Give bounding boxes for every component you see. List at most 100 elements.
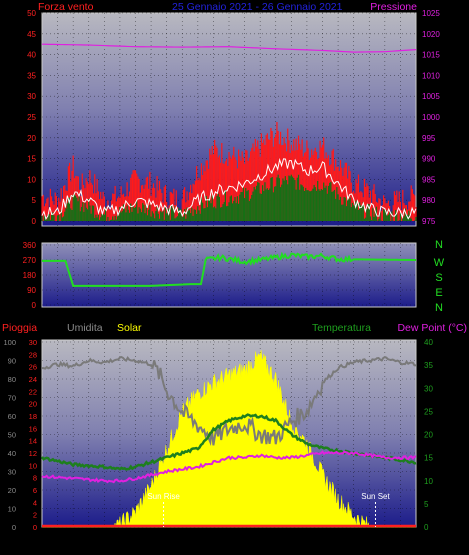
humidity-y-tick-100: 100 xyxy=(3,338,16,347)
weather-x-tick-16: 16 xyxy=(286,538,296,548)
wind-y-tick-30: 30 xyxy=(27,92,36,101)
direction-grid xyxy=(42,243,416,307)
rain-y-tick-2: 2 xyxy=(33,511,37,520)
wind-y-tick-45: 45 xyxy=(27,30,36,39)
pressure-y-tick-1010: 1010 xyxy=(422,71,440,80)
temperature-line xyxy=(40,413,417,471)
rain-y-tick-24: 24 xyxy=(29,375,37,384)
wind-x-tick-20: 20 xyxy=(349,231,359,241)
humidity-y-tick-0: 0 xyxy=(12,523,16,532)
chart-title: 25 Gennaio 2021 - 26 Gennaio 2021 xyxy=(172,1,343,13)
rain-y-tick-16: 16 xyxy=(29,424,37,433)
rain-y-tick-6: 6 xyxy=(33,486,37,495)
wind-y-tick-40: 40 xyxy=(27,51,36,60)
rain-y-tick-10: 10 xyxy=(29,461,37,470)
pressure-line xyxy=(41,43,417,53)
humidity-y-tick-80: 80 xyxy=(8,375,16,384)
humidity-y-tick-20: 20 xyxy=(8,486,16,495)
pressure-y-tick-1000: 1000 xyxy=(422,113,440,122)
rain-y-tick-22: 22 xyxy=(29,387,37,396)
temperature-y-tick-40: 40 xyxy=(424,338,433,347)
dir-label-w: W xyxy=(434,257,445,269)
pressure-y-tick-1015: 1015 xyxy=(422,51,440,60)
direction-ticks: 0 90 180 270 360 xyxy=(23,241,37,310)
direction-series xyxy=(42,251,417,287)
humidity-y-tick-70: 70 xyxy=(8,394,16,403)
pressure-y-tick-1025: 1025 xyxy=(422,9,440,18)
rain-y-tick-28: 28 xyxy=(29,350,37,359)
humidity-y-tick-10: 10 xyxy=(8,505,16,514)
wind-y-tick-25: 25 xyxy=(27,113,36,122)
temperature-y-tick-35: 35 xyxy=(424,361,433,370)
wind-y-tick-35: 35 xyxy=(27,71,36,80)
left-axis-title: Forza vento xyxy=(38,1,94,13)
dir-label-e: E xyxy=(435,287,442,299)
pressure-y-tick-975: 975 xyxy=(422,217,436,226)
rain-y-tick-14: 14 xyxy=(29,437,37,446)
direction-y-tick-90: 90 xyxy=(27,286,36,295)
wind-y-tick-5: 5 xyxy=(32,196,37,205)
weather-x-tick-12: 12 xyxy=(224,538,234,548)
weather-ticks: 0102030405060708090100024681012141618202… xyxy=(3,338,433,548)
sunset-label: Sun Set xyxy=(361,492,390,501)
wind-x-tick-18: 18 xyxy=(317,231,327,241)
right-axis-title: Pressione xyxy=(370,1,417,13)
dir-label-s: S xyxy=(435,272,442,284)
dewpoint-label: Dew Point (°C) xyxy=(397,322,467,334)
dir-label-n-top: N xyxy=(435,239,443,251)
sunrise-label: Sun Rise xyxy=(147,492,180,501)
temperature-y-tick-5: 5 xyxy=(424,500,429,509)
temperature-y-tick-10: 10 xyxy=(424,477,433,486)
weather-x-tick-04: 04 xyxy=(99,538,109,548)
rain-y-tick-4: 4 xyxy=(33,498,37,507)
direction-line xyxy=(42,251,417,287)
solar-label: Solar xyxy=(117,322,142,334)
pressure-y-tick-995: 995 xyxy=(422,134,436,143)
weather-x-tick-10: 10 xyxy=(193,538,203,548)
weather-series xyxy=(40,350,417,528)
temperature-y-tick-30: 30 xyxy=(424,384,433,393)
wind-y-tick-20: 20 xyxy=(27,134,36,143)
temperature-label: Temperatura xyxy=(312,322,371,334)
wind-x-tick-04: 04 xyxy=(99,231,109,241)
rain-y-tick-8: 8 xyxy=(33,474,37,483)
direction-y-tick-180: 180 xyxy=(23,271,37,280)
wind-x-tick-22: 22 xyxy=(380,231,390,241)
wind-x-tick-08: 08 xyxy=(162,231,172,241)
temperature-y-tick-20: 20 xyxy=(424,431,433,440)
weather-x-tick-22: 22 xyxy=(380,538,390,548)
rain-y-tick-0: 0 xyxy=(33,523,37,532)
dir-label-n-bottom: N xyxy=(435,302,443,314)
rain-y-tick-12: 12 xyxy=(29,449,37,458)
wind-x-tick-10: 10 xyxy=(193,231,203,241)
weather-x-tick-02: 02 xyxy=(68,538,78,548)
humidity-line xyxy=(41,355,417,446)
weather-x-tick-06: 06 xyxy=(130,538,140,548)
direction-y-tick-270: 270 xyxy=(23,256,37,265)
wind-x-tick-02: 02 xyxy=(68,231,78,241)
temperature-y-tick-0: 0 xyxy=(424,523,429,532)
pressure-y-tick-1005: 1005 xyxy=(422,92,440,101)
wind-ticks: 0510152025303540455097598098599099510001… xyxy=(27,9,440,241)
wind-avg-line xyxy=(41,157,417,221)
wind-y-tick-0: 0 xyxy=(32,217,37,226)
wind-series xyxy=(41,43,417,221)
rain-y-tick-20: 20 xyxy=(29,400,37,409)
wind-x-tick-00: 00 xyxy=(411,231,421,241)
dewpoint-line xyxy=(41,450,417,484)
temperature-y-tick-15: 15 xyxy=(424,454,433,463)
weather-x-tick-08: 08 xyxy=(162,538,172,548)
rain-y-tick-26: 26 xyxy=(29,363,37,372)
humidity-y-tick-30: 30 xyxy=(8,468,16,477)
humidity-y-tick-60: 60 xyxy=(8,412,16,421)
pressure-y-tick-980: 980 xyxy=(422,196,436,205)
humidity-label: Umidita xyxy=(67,322,103,334)
pressure-y-tick-990: 990 xyxy=(422,155,436,164)
direction-y-tick-0: 0 xyxy=(32,301,37,310)
rain-label: Pioggia xyxy=(2,322,37,334)
weather-x-tick-00: 00 xyxy=(411,538,421,548)
wind-y-tick-10: 10 xyxy=(27,175,36,184)
wind-y-tick-15: 15 xyxy=(27,155,36,164)
